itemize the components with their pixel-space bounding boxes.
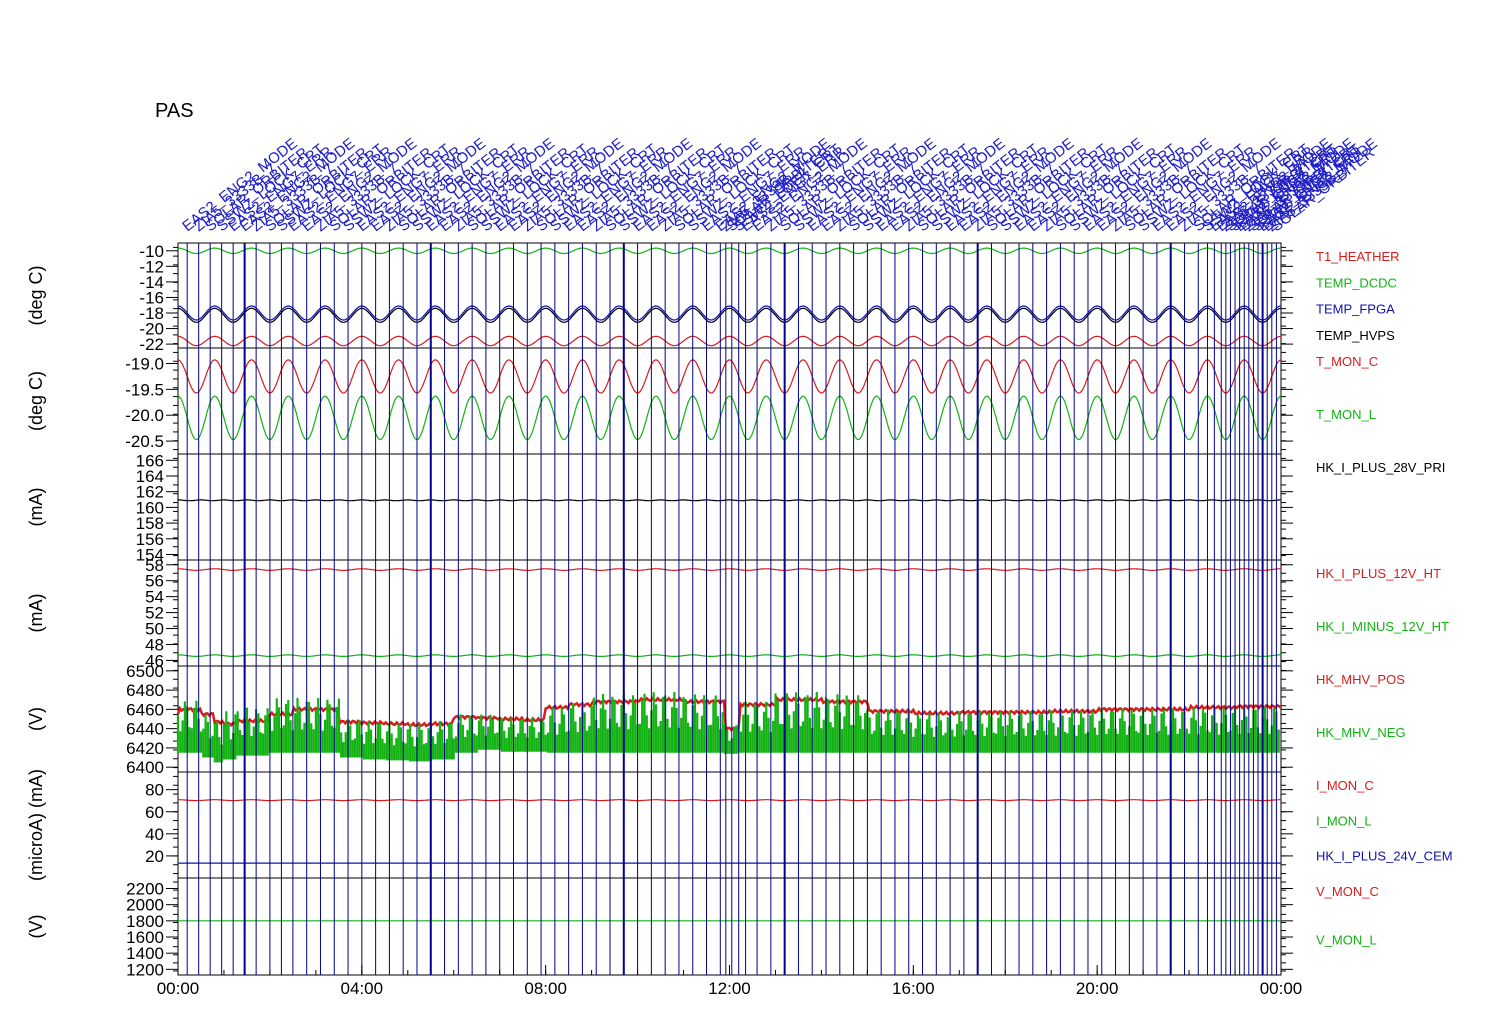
x-tick-label: 08:00 — [524, 979, 567, 998]
y-tick-label: -19.0 — [125, 355, 164, 374]
event-lines — [186, 243, 1277, 975]
y-axis-label: (deg C) — [26, 265, 46, 325]
y-tick-label: -14 — [139, 273, 164, 292]
y-tick-label: 50 — [145, 620, 164, 639]
legend-entry: T_MON_L — [1316, 407, 1376, 422]
legend-entry: TEMP_HVPS — [1316, 328, 1395, 343]
y-tick-label: 40 — [145, 825, 164, 844]
x-tick-label: 00:00 — [157, 979, 200, 998]
y-tick-label: 2200 — [126, 880, 164, 899]
y-tick-label: 1600 — [126, 928, 164, 947]
chart-title: PAS — [155, 100, 194, 122]
panel-6: 80 60 40 20 (microA) (mA) I_MON_C I_MON_L HK_I_… — [26, 769, 1453, 881]
legend-entry: HK_MHV_POS — [1316, 672, 1405, 687]
legend-entry: TEMP_FPGA — [1316, 302, 1395, 317]
x-axis: 00:00 04:00 08:00 12:00 16:00 20:00 00:00 — [157, 965, 1303, 998]
legend-entry: I_MON_L — [1316, 813, 1372, 828]
x-tick-label: 12:00 — [708, 979, 751, 998]
x-tick-label: 04:00 — [341, 979, 384, 998]
y-axis-label: (mA) — [26, 488, 46, 527]
y-tick-label: 6460 — [126, 700, 164, 719]
panel-1: -10-12-14-16-18-20-22 (deg C) T1_HEATHER TE… — [26, 242, 1400, 354]
y-tick-label: 2000 — [126, 896, 164, 915]
y-tick-label: 20 — [145, 847, 164, 866]
legend-entry: T_MON_C — [1316, 354, 1378, 369]
y-tick-label: 162 — [136, 483, 164, 502]
y-tick-label: -20.0 — [125, 406, 164, 425]
panels: -10-12-14-16-18-20-22 (deg C) T1_HEATHER TE… — [26, 242, 1453, 980]
y-tick-label: 56 — [145, 572, 164, 591]
y-axis-label: (deg C) — [26, 371, 46, 431]
legend-entry: HK_MHV_NEG — [1316, 725, 1406, 740]
y-tick-label: 164 — [136, 467, 164, 486]
y-tick-label: 158 — [136, 514, 164, 533]
y-tick-label: 6400 — [126, 758, 164, 777]
legend-entry: HK_I_MINUS_12V_HT — [1316, 619, 1449, 634]
legend-entry: V_MON_L — [1316, 933, 1377, 948]
legend-entry: I_MON_C — [1316, 778, 1374, 793]
y-tick-label: -18 — [139, 304, 164, 323]
legend-entry: T1_HEATHER — [1316, 249, 1400, 264]
y-tick-label: -10 — [139, 242, 164, 261]
y-tick-label: 58 — [145, 556, 164, 575]
y-tick-label: -19.5 — [125, 380, 164, 399]
y-tick-label: -20.5 — [125, 432, 164, 451]
y-tick-label: 6500 — [126, 662, 164, 681]
y-tick-label: 6480 — [126, 681, 164, 700]
legend-entry: TEMP_DCDC — [1316, 275, 1397, 290]
y-tick-label: 154 — [136, 546, 164, 565]
y-tick-label: 52 — [145, 604, 164, 623]
y-tick-label: 6420 — [126, 739, 164, 758]
y-tick-label: 1800 — [126, 912, 164, 931]
y-tick-label: 80 — [145, 781, 164, 800]
y-tick-label: 160 — [136, 498, 164, 517]
x-tick-label: 20:00 — [1076, 979, 1119, 998]
y-tick-label: -12 — [139, 257, 164, 276]
y-tick-label: 1200 — [126, 960, 164, 979]
panel-2: -19.0 -19.5 -20.0 -20.5 (deg C) T_MON_C T_MON_… — [26, 347, 1378, 455]
y-tick-label: 1400 — [126, 944, 164, 963]
legend-entry: HK_I_PLUS_24V_CEM — [1316, 849, 1453, 864]
y-tick-label: 166 — [136, 451, 164, 470]
y-tick-label: 6440 — [126, 720, 164, 739]
legend-entry: HK_I_PLUS_12V_HT — [1316, 566, 1441, 581]
y-tick-label: -16 — [139, 288, 164, 307]
y-tick-label: 48 — [145, 635, 164, 654]
y-axis-label: (V) — [26, 915, 46, 939]
y-tick-label: 60 — [145, 803, 164, 822]
legend-entry: V_MON_C — [1316, 884, 1379, 899]
y-axis-label: (V) — [26, 707, 46, 731]
legend-entry: HK_I_PLUS_28V_PRI — [1316, 460, 1445, 475]
x-tick-label: 16:00 — [892, 979, 935, 998]
y-tick-label: 54 — [145, 588, 164, 607]
y-tick-label: 156 — [136, 530, 164, 549]
event-labels: EAS2_ENG2_MODEZIA5_3333B_7SOLAR_ORBITERS… — [179, 135, 1381, 235]
y-tick-label: -20 — [139, 320, 164, 339]
x-tick-label: 00:00 — [1260, 979, 1303, 998]
y-tick-label: -22 — [139, 335, 164, 354]
y-axis-label: (mA) — [26, 594, 46, 633]
y-tick-label: 46 — [145, 651, 164, 670]
y-axis-label: (microA) (mA) — [26, 769, 46, 881]
